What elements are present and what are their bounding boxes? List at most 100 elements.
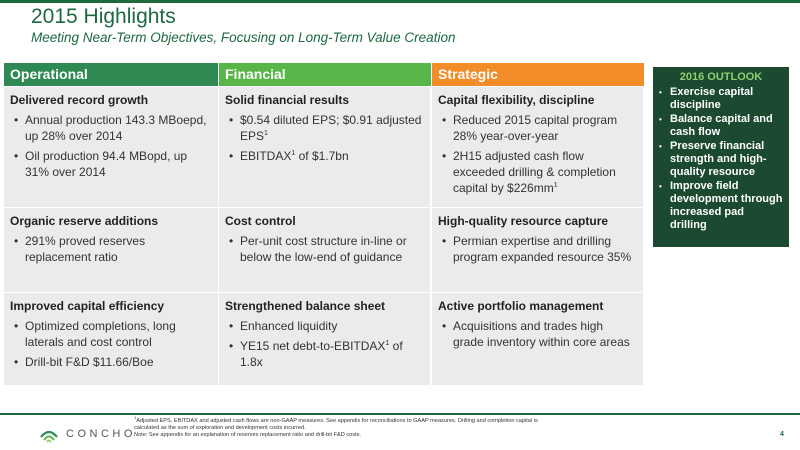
bullet-icon: • — [659, 88, 662, 97]
list-item: • Exercise capital discipline — [659, 86, 783, 112]
footnote: 1Adjusted EPS, EBITDAX and adjusted cash… — [134, 415, 644, 440]
list-item: • Improve field development through incre… — [659, 180, 783, 232]
bullet-list: • $0.54 diluted EPS; $0.91 adjusted EPS1 … — [225, 112, 423, 164]
bullet-text: Annual production 143.3 MBoepd, up 28% o… — [25, 113, 207, 143]
bullet-icon: • — [229, 339, 234, 353]
list-item: • Balance capital and cash flow — [659, 113, 783, 139]
bullet-text: Oil production 94.4 MBopd, up 31% over 2… — [25, 149, 188, 179]
footnote-text: Adjusted EPS, EBITDAX and adjusted cash … — [136, 418, 538, 424]
bullet-text: Acquisitions and trades high grade inven… — [453, 319, 630, 349]
cell-reserve-additions: Organic reserve additions • 291% proved r… — [4, 208, 218, 292]
bullet-list: • Acquisitions and trades high grade inve… — [438, 318, 636, 350]
bullet-icon: • — [14, 113, 19, 127]
page-subtitle: Meeting Near-Term Objectives, Focusing o… — [31, 30, 456, 45]
bullet-text: 291% proved reserves replacement ratio — [25, 234, 146, 264]
outlook-list: • Exercise capital discipline • Balance ca… — [659, 86, 783, 232]
cell-capital-efficiency: Improved capital efficiency • Optimized c… — [4, 293, 218, 385]
cell-title: Cost control — [225, 214, 296, 228]
footnote-marker: 1 — [291, 150, 296, 157]
top-rule — [0, 0, 800, 3]
bullet-list: • Reduced 2015 capital program 28% year-o… — [438, 112, 636, 196]
list-item: • YE15 net debt-to-EBITDAX1 of 1.8x — [225, 338, 423, 370]
outlook-panel: 2016 OUTLOOK • Exercise capital disciplin… — [653, 67, 789, 247]
cell-title: Strengthened balance sheet — [225, 299, 386, 313]
financial-header: Financial — [219, 63, 431, 86]
highlights-grid: Operational Financial Strategic Delivere… — [4, 63, 644, 385]
footnote-marker: 1 — [134, 415, 137, 421]
list-item: • Drill-bit F&D $11.66/Boe — [10, 354, 211, 370]
list-item: • Per-unit cost structure in-line or belo… — [225, 233, 423, 265]
bullet-icon: • — [229, 113, 234, 127]
bullet-icon: • — [229, 234, 234, 248]
outlook-item: Preserve financial strength and high-qua… — [670, 140, 767, 178]
footer — [0, 414, 800, 450]
bullet-icon: • — [229, 319, 234, 333]
company-logo: CONCHO — [38, 425, 178, 445]
bullet-icon: • — [659, 182, 662, 191]
bullet-text: YE15 net debt-to-EBITDAX — [240, 339, 386, 353]
cell-title: Capital flexibility, discipline — [438, 93, 595, 107]
page-number: 4 — [780, 431, 784, 438]
list-item: • 291% proved reserves replacement ratio — [10, 233, 211, 265]
bullet-icon: • — [442, 149, 447, 163]
bullet-list: • Enhanced liquidity • YE15 net debt-to-EB… — [225, 318, 423, 370]
list-item: • Reduced 2015 capital program 28% year-o… — [438, 112, 636, 144]
cell-title: Delivered record growth — [10, 93, 149, 107]
bullet-text: $0.54 diluted EPS; $0.91 adjusted EPS — [240, 113, 422, 143]
list-item: • Annual production 143.3 MBoepd, up 28% … — [10, 112, 211, 144]
bullet-list: • Optimized completions, long laterals an… — [10, 318, 211, 370]
bullet-icon: • — [442, 113, 447, 127]
cell-title: Solid financial results — [225, 93, 350, 107]
footnote-text: calculated as the sum of exploration and… — [134, 425, 306, 432]
cell-cost-control: Cost control • Per-unit cost structure in… — [219, 208, 430, 292]
bullet-list: • Annual production 143.3 MBoepd, up 28% … — [10, 112, 211, 180]
list-item: • Acquisitions and trades high grade inve… — [438, 318, 636, 350]
cell-resource-capture: High-quality resource capture • Permian e… — [432, 208, 643, 292]
cell-portfolio-management: Active portfolio management • Acquisition… — [432, 293, 643, 385]
bullet-list: • Permian expertise and drilling program … — [438, 233, 636, 265]
bullet-icon: • — [659, 142, 662, 151]
cell-financial-results: Solid financial results • $0.54 diluted E… — [219, 87, 430, 207]
logo-text: CONCHO — [66, 428, 136, 440]
concho-logo-icon — [40, 430, 58, 443]
bullet-text: EBITDAX — [240, 149, 292, 163]
list-item: • Permian expertise and drilling program … — [438, 233, 636, 265]
list-item: • 2H15 adjusted cash flow exceeded drilli… — [438, 148, 636, 196]
cell-title: High-quality resource capture — [438, 214, 609, 228]
bullet-icon: • — [659, 115, 662, 124]
bullet-text: Drill-bit F&D $11.66/Boe — [25, 355, 154, 369]
footnote-marker: 1 — [385, 340, 390, 347]
bullet-text: Per-unit cost structure in-line or below… — [240, 234, 407, 264]
page-title: 2015 Highlights — [31, 5, 176, 28]
list-item: • $0.54 diluted EPS; $0.91 adjusted EPS1 — [225, 112, 423, 144]
bullet-icon: • — [14, 234, 19, 248]
strategic-header: Strategic — [432, 63, 644, 86]
cell-title: Improved capital efficiency — [10, 299, 165, 313]
list-item: • Oil production 94.4 MBopd, up 31% over … — [10, 148, 211, 180]
bullet-text: of 1.8x — [240, 339, 403, 369]
list-item: • Enhanced liquidity — [225, 318, 423, 334]
footnote-marker: 1 — [553, 182, 558, 189]
bullet-text: Reduced 2015 capital program 28% year-ov… — [453, 113, 618, 143]
outlook-title: 2016 OUTLOOK — [679, 71, 763, 83]
list-item: • Optimized completions, long laterals an… — [10, 318, 211, 350]
bullet-text: of $1.7bn — [295, 149, 349, 163]
list-item: • EBITDAX1 of $1.7bn — [225, 148, 423, 164]
cell-balance-sheet: Strengthened balance sheet • Enhanced liq… — [219, 293, 430, 385]
outlook-item: Improve field development through increa… — [670, 180, 783, 231]
bullet-text: Optimized completions, long laterals and… — [25, 319, 176, 349]
bullet-icon: • — [442, 319, 447, 333]
bullet-icon: • — [14, 149, 19, 163]
bullet-text: Permian expertise and drilling program e… — [453, 234, 632, 264]
footnote-note: Note: See appendix for an explanation of… — [134, 432, 361, 439]
bullet-icon: • — [14, 319, 19, 333]
bullet-icon: • — [14, 355, 19, 369]
cell-capital-flexibility: Capital flexibility, discipline • Reduced… — [432, 87, 643, 207]
bullet-text: Enhanced liquidity — [240, 319, 338, 333]
cell-title: Active portfolio management — [438, 299, 604, 313]
cell-record-growth: Delivered record growth • Annual producti… — [4, 87, 218, 207]
outlook-item: Exercise capital discipline — [670, 86, 754, 111]
outlook-item: Balance capital and cash flow — [670, 113, 773, 138]
list-item: • Preserve financial strength and high-qu… — [659, 140, 783, 179]
bullet-list: • Per-unit cost structure in-line or belo… — [225, 233, 423, 265]
